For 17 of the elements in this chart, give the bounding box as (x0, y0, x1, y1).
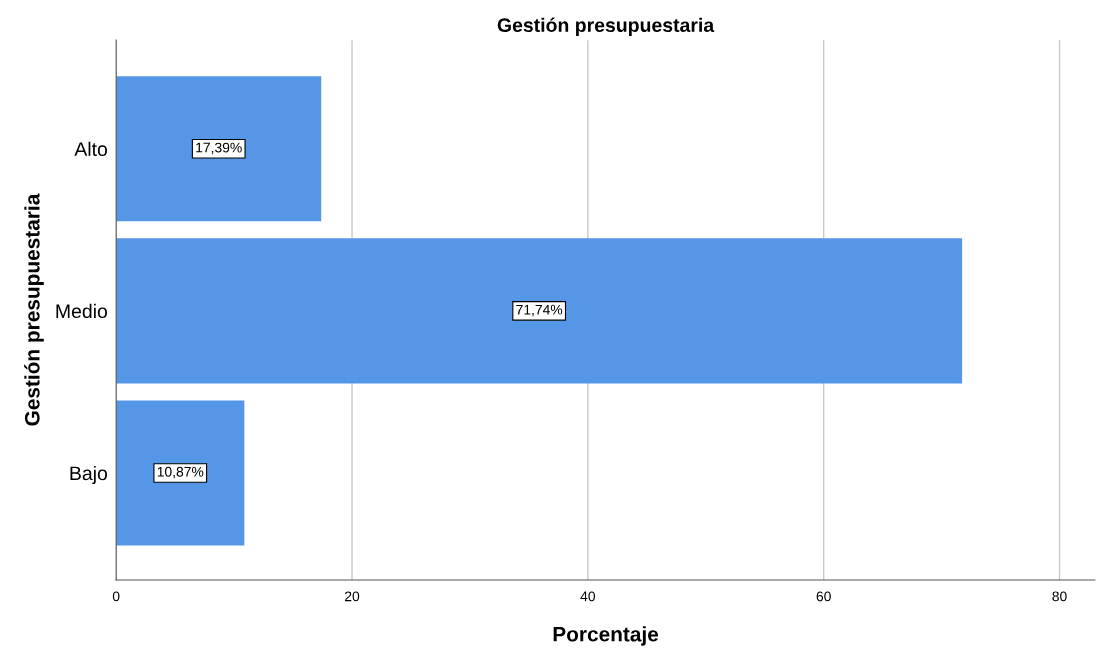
y-tick-label: Medio (56, 303, 108, 319)
y-axis-title: Gestión presupuestaria (24, 193, 44, 426)
x-axis-title: Porcentaje (553, 626, 659, 646)
x-tick-label: 40 (580, 591, 596, 602)
data-label: 10,87% (157, 466, 204, 479)
data-label: 71,74% (516, 304, 563, 317)
chart-title: Gestión presupuestaria (497, 17, 715, 36)
x-tick-label: 80 (1052, 591, 1067, 602)
data-label: 17,39% (196, 142, 242, 155)
bar (116, 400, 245, 546)
y-tick-label: Alto (74, 141, 108, 157)
x-tick-label: 60 (816, 591, 831, 602)
y-tick-label: Bajo (70, 465, 108, 485)
bar (116, 238, 963, 384)
bar (116, 76, 322, 222)
x-tick-label: 20 (344, 591, 360, 602)
x-tick-label: 0 (112, 591, 120, 602)
